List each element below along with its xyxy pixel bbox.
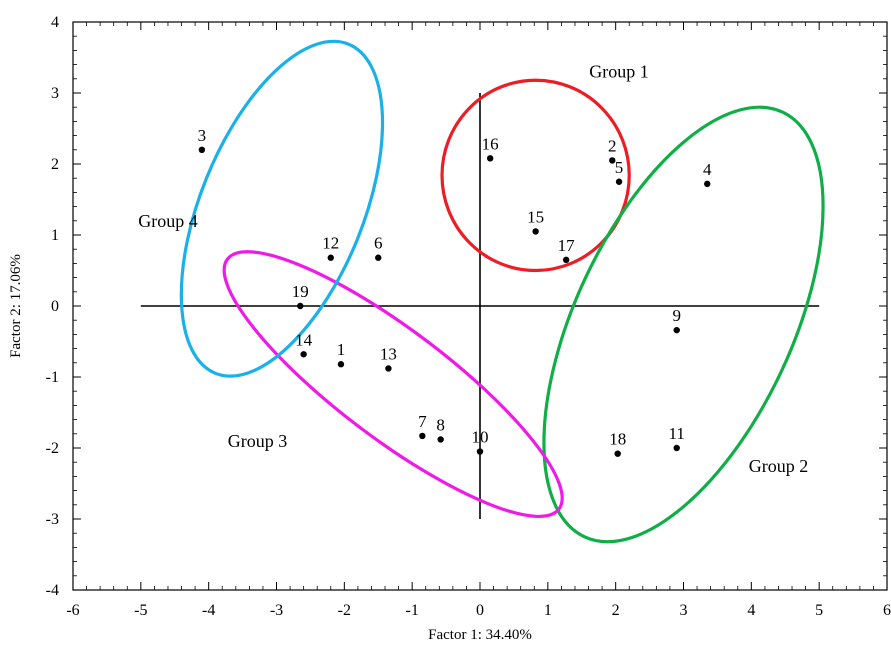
group-label-1: Group 1 bbox=[589, 62, 649, 82]
group-4-ellipse bbox=[179, 39, 385, 378]
x-tick-label: 2 bbox=[612, 602, 620, 619]
group-1-ellipse bbox=[440, 78, 631, 273]
y-tick-label: -2 bbox=[46, 440, 59, 457]
plot-frame bbox=[72, 21, 888, 591]
data-point-7 bbox=[419, 432, 426, 440]
data-point-15 bbox=[532, 228, 539, 235]
point-label-15: 15 bbox=[527, 207, 544, 226]
group-label-4: Group 4 bbox=[138, 211, 198, 231]
data-point-17 bbox=[562, 256, 570, 264]
x-tick-label: -3 bbox=[270, 602, 283, 619]
x-tick-label: -2 bbox=[338, 602, 351, 619]
group-2-ellipse bbox=[542, 105, 825, 544]
data-point-4 bbox=[704, 180, 711, 188]
group-3-ellipse bbox=[222, 250, 564, 519]
point-label-10: 10 bbox=[472, 428, 489, 447]
data-point-5 bbox=[615, 178, 623, 185]
point-label-12: 12 bbox=[322, 234, 339, 253]
y-tick-label: -3 bbox=[46, 511, 59, 528]
point-label-3: 3 bbox=[198, 126, 207, 145]
y-tick-label: 1 bbox=[51, 227, 59, 244]
data-point-2 bbox=[609, 157, 616, 164]
x-tick-label: -1 bbox=[406, 602, 419, 619]
point-label-14: 14 bbox=[295, 330, 313, 349]
point-label-16: 16 bbox=[482, 134, 499, 153]
y-tick-label: 4 bbox=[51, 14, 59, 31]
group-ellipses bbox=[179, 39, 825, 544]
data-point-14 bbox=[300, 351, 307, 358]
point-label-17: 17 bbox=[558, 236, 576, 255]
data-point-9 bbox=[673, 326, 680, 334]
point-label-2: 2 bbox=[608, 136, 617, 155]
point-label-19: 19 bbox=[292, 282, 309, 301]
data-point-3 bbox=[198, 146, 206, 153]
point-label-18: 18 bbox=[609, 430, 626, 449]
data-point-1 bbox=[337, 361, 345, 368]
data-point-10 bbox=[476, 448, 484, 455]
x-tick-label: -6 bbox=[66, 602, 79, 619]
point-label-6: 6 bbox=[374, 234, 383, 253]
data-point-12 bbox=[327, 254, 334, 261]
x-axis-label: Factor 1: 34.40% bbox=[428, 627, 532, 643]
point-label-8: 8 bbox=[436, 415, 445, 434]
point-label-5: 5 bbox=[615, 158, 624, 177]
y-tick-label: 3 bbox=[51, 85, 59, 102]
x-tick-label: 0 bbox=[476, 602, 484, 619]
y-tick-label: 2 bbox=[51, 156, 59, 173]
x-tick-label: 5 bbox=[815, 602, 823, 619]
data-point-8 bbox=[437, 436, 444, 443]
group-labels: Group 1 Group 2 Group 3 Group 4 bbox=[138, 62, 808, 476]
data-point-18 bbox=[614, 450, 621, 457]
x-tick-label: 6 bbox=[883, 602, 891, 619]
point-label-13: 13 bbox=[380, 344, 397, 363]
x-tick-label: 4 bbox=[747, 602, 755, 619]
y-tick-label: 0 bbox=[51, 298, 59, 315]
x-tick-label: 1 bbox=[544, 602, 552, 619]
y-axis-label: Factor 2: 17.06% bbox=[8, 254, 24, 358]
group-label-3: Group 3 bbox=[228, 431, 288, 451]
y-tick-label: -4 bbox=[46, 582, 59, 599]
data-point-11 bbox=[673, 444, 680, 452]
data-point-16 bbox=[486, 155, 494, 162]
data-point-19 bbox=[297, 302, 304, 310]
y-tick-label: -1 bbox=[46, 369, 59, 386]
data-point-13 bbox=[385, 365, 392, 372]
point-label-11: 11 bbox=[669, 424, 685, 443]
point-label-4: 4 bbox=[703, 160, 712, 179]
reference-lines bbox=[140, 93, 820, 519]
x-tick-label: -4 bbox=[202, 602, 215, 619]
point-label-7: 7 bbox=[418, 412, 427, 431]
group-label-2: Group 2 bbox=[749, 456, 809, 476]
point-label-9: 9 bbox=[672, 306, 681, 325]
x-tick-label: -5 bbox=[134, 602, 147, 619]
x-tick-label: 3 bbox=[680, 602, 688, 619]
point-label-1: 1 bbox=[337, 340, 346, 359]
data-point-6 bbox=[375, 254, 382, 261]
